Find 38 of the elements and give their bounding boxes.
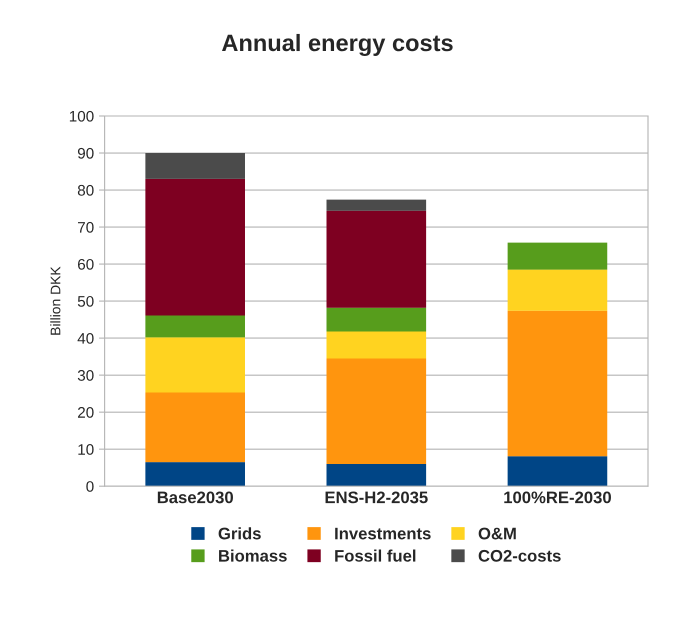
bar (508, 242, 608, 270)
y-tick-label: 80 (78, 184, 94, 196)
y-tick-label: 60 (78, 258, 94, 270)
y-tick-label: 70 (78, 222, 94, 233)
bar (326, 331, 426, 358)
y-tick-label: 100 (70, 110, 94, 122)
x-tick-label: ENS-H2-2035 (326, 491, 428, 504)
x-tick-label: 100%RE-2030 (504, 491, 611, 504)
legend-label: O&M (478, 528, 516, 540)
y-tick-label: 30 (78, 370, 94, 381)
bar (326, 308, 426, 332)
bar (326, 210, 426, 308)
bar (326, 200, 426, 211)
legend-label: Grids (218, 527, 261, 540)
bar (145, 392, 245, 462)
bar (508, 456, 608, 486)
bar (145, 316, 245, 338)
y-tick-label: 10 (78, 444, 94, 455)
bar (145, 153, 245, 179)
bar (145, 337, 245, 393)
y-tick-label: 0 (86, 481, 94, 492)
legend-label: Fossil fuel (335, 549, 416, 562)
y-tick-label: 20 (78, 407, 94, 418)
y-tick-label: 50 (78, 296, 94, 307)
x-tick-label: Base2030 (158, 491, 233, 504)
legend-label: CO2-costs (478, 550, 561, 562)
legend-label: Biomass (219, 549, 287, 562)
bar (145, 178, 245, 316)
bar (145, 462, 245, 486)
bar (508, 270, 608, 311)
y-tick-label: 90 (78, 148, 94, 159)
bar (326, 358, 426, 464)
y-axis-title: Billion DKK (50, 266, 60, 335)
chart-title: Annual energy costs (222, 34, 453, 56)
y-tick-label: 40 (78, 332, 94, 344)
bar (508, 310, 608, 456)
legend-label: Investments (335, 528, 431, 540)
bar (326, 464, 426, 486)
